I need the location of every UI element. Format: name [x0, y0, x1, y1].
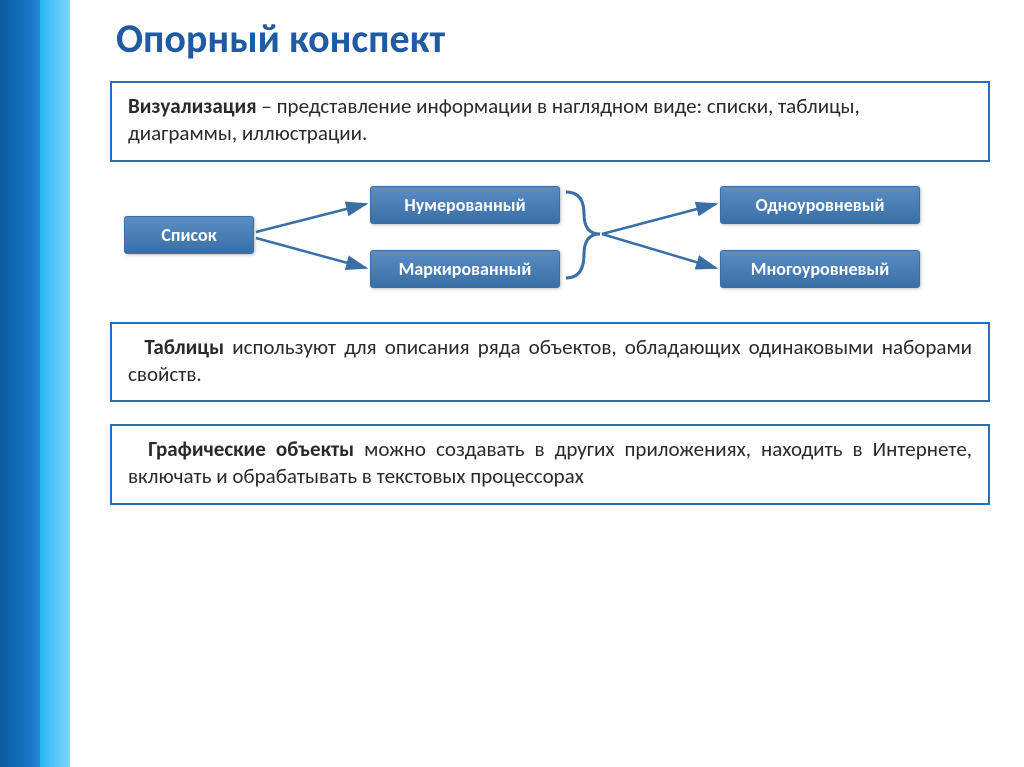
term-graphics: Графические объекты: [148, 436, 354, 462]
page-title: Опорный конспект: [116, 14, 990, 63]
node-multi-level: Многоуровневый: [720, 250, 920, 288]
node-bulleted: Маркированный: [370, 250, 560, 288]
left-accent-bar: [0, 0, 70, 767]
list-types-diagram: Список Нумерованный Маркированный Одноур…: [110, 178, 990, 308]
term-tables: Таблицы: [144, 334, 224, 360]
node-numbered: Нумерованный: [370, 186, 560, 224]
term-visualization: Визуализация: [128, 93, 257, 119]
slide-content: Опорный конспект Визуализация – представ…: [110, 0, 990, 521]
node-list-root: Список: [124, 216, 254, 254]
definition-visualization: Визуализация – представление информации …: [110, 81, 990, 162]
definition-tables: Таблицы используют для описания ряда объ…: [110, 322, 990, 403]
node-single-level: Одноуровневый: [720, 186, 920, 224]
text-tables: используют для описания ряда объектов, о…: [128, 334, 972, 387]
definition-graphics: Графические объекты можно создавать в др…: [110, 424, 990, 505]
